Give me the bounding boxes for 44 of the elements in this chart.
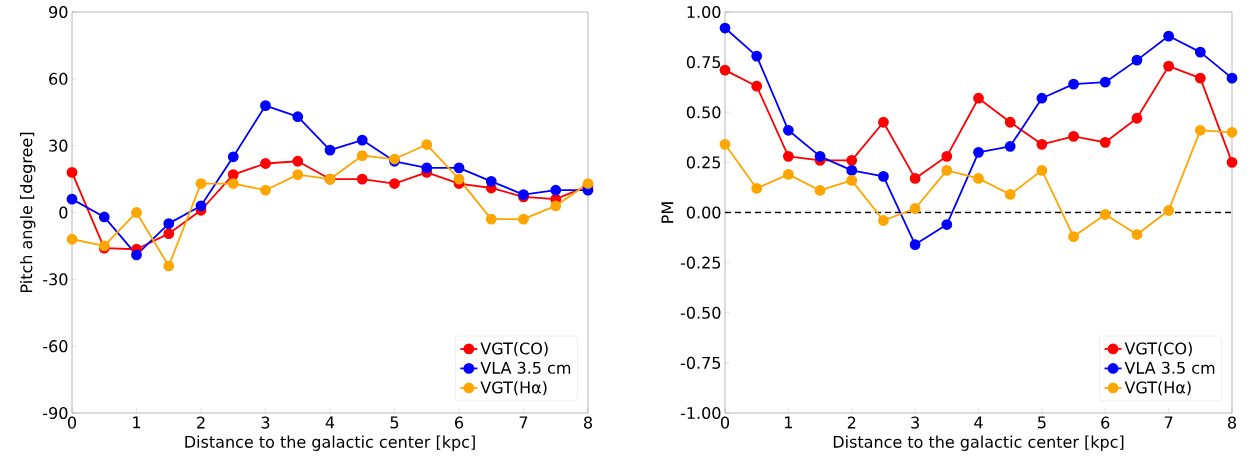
x-axis-title: Distance to the galactic center [kpc] [833,435,1124,451]
x-tick-label: 6 [1101,416,1110,429]
x-tick-label: 5 [390,416,399,429]
legend-label: VLA 3.5 cm [480,361,571,374]
x-tick-label: 7 [1164,416,1173,429]
x-tick-label: 5 [1038,416,1046,429]
x-tick-label: 1 [785,416,792,429]
y-tick-label: -0.25 [680,256,721,269]
x-axis-title: Distance to the galactic center [kpc] [185,435,475,451]
x-tick-label: 8 [583,416,592,429]
y-tick-label: -0.50 [680,306,721,319]
y-tick-label: -0.75 [680,356,721,369]
legend-label: VGT(Hα) [480,381,547,396]
y-tick-label: 0.75 [686,56,721,69]
y-tick-label: 0.25 [686,156,721,169]
x-tick-label: 8 [1228,416,1236,429]
x-tick-label: 2 [197,416,205,429]
y-tick-label: -30 [43,273,68,286]
y-tick-label: 0.00 [686,206,721,219]
x-tick-label: 2 [847,416,856,429]
y-tick-label: -60 [43,340,68,353]
x-tick-label: 4 [325,416,335,429]
y-tick-label: 1.00 [687,5,721,19]
x-tick-label: 6 [455,416,464,429]
x-tick-label: 7 [519,416,528,429]
y-tick-label: -1.00 [680,406,721,420]
legend-label: VLA 3.5 cm [1124,361,1215,374]
y-tick-label: 0.50 [686,106,721,119]
legend-label: VGT(CO) [480,342,548,357]
x-tick-label: 1 [133,416,141,429]
y-tick-label: 90 [49,5,68,19]
y-axis-title: Pitch angle [degree] [19,132,36,292]
legend-label: VGT(Hα) [1124,381,1191,396]
y-tick-label: -90 [43,406,68,420]
x-tick-label: 0 [67,416,77,429]
legend-label: VGT(CO) [1124,342,1192,357]
y-axis-title: PM [661,202,674,223]
x-tick-label: 3 [261,416,270,429]
y-tick-label: 60 [49,72,68,85]
y-tick-label: 0 [59,206,68,219]
x-tick-label: 0 [720,416,730,429]
x-tick-label: 3 [911,416,919,429]
y-tick-label: 30 [49,139,68,152]
x-tick-label: 4 [974,416,983,429]
